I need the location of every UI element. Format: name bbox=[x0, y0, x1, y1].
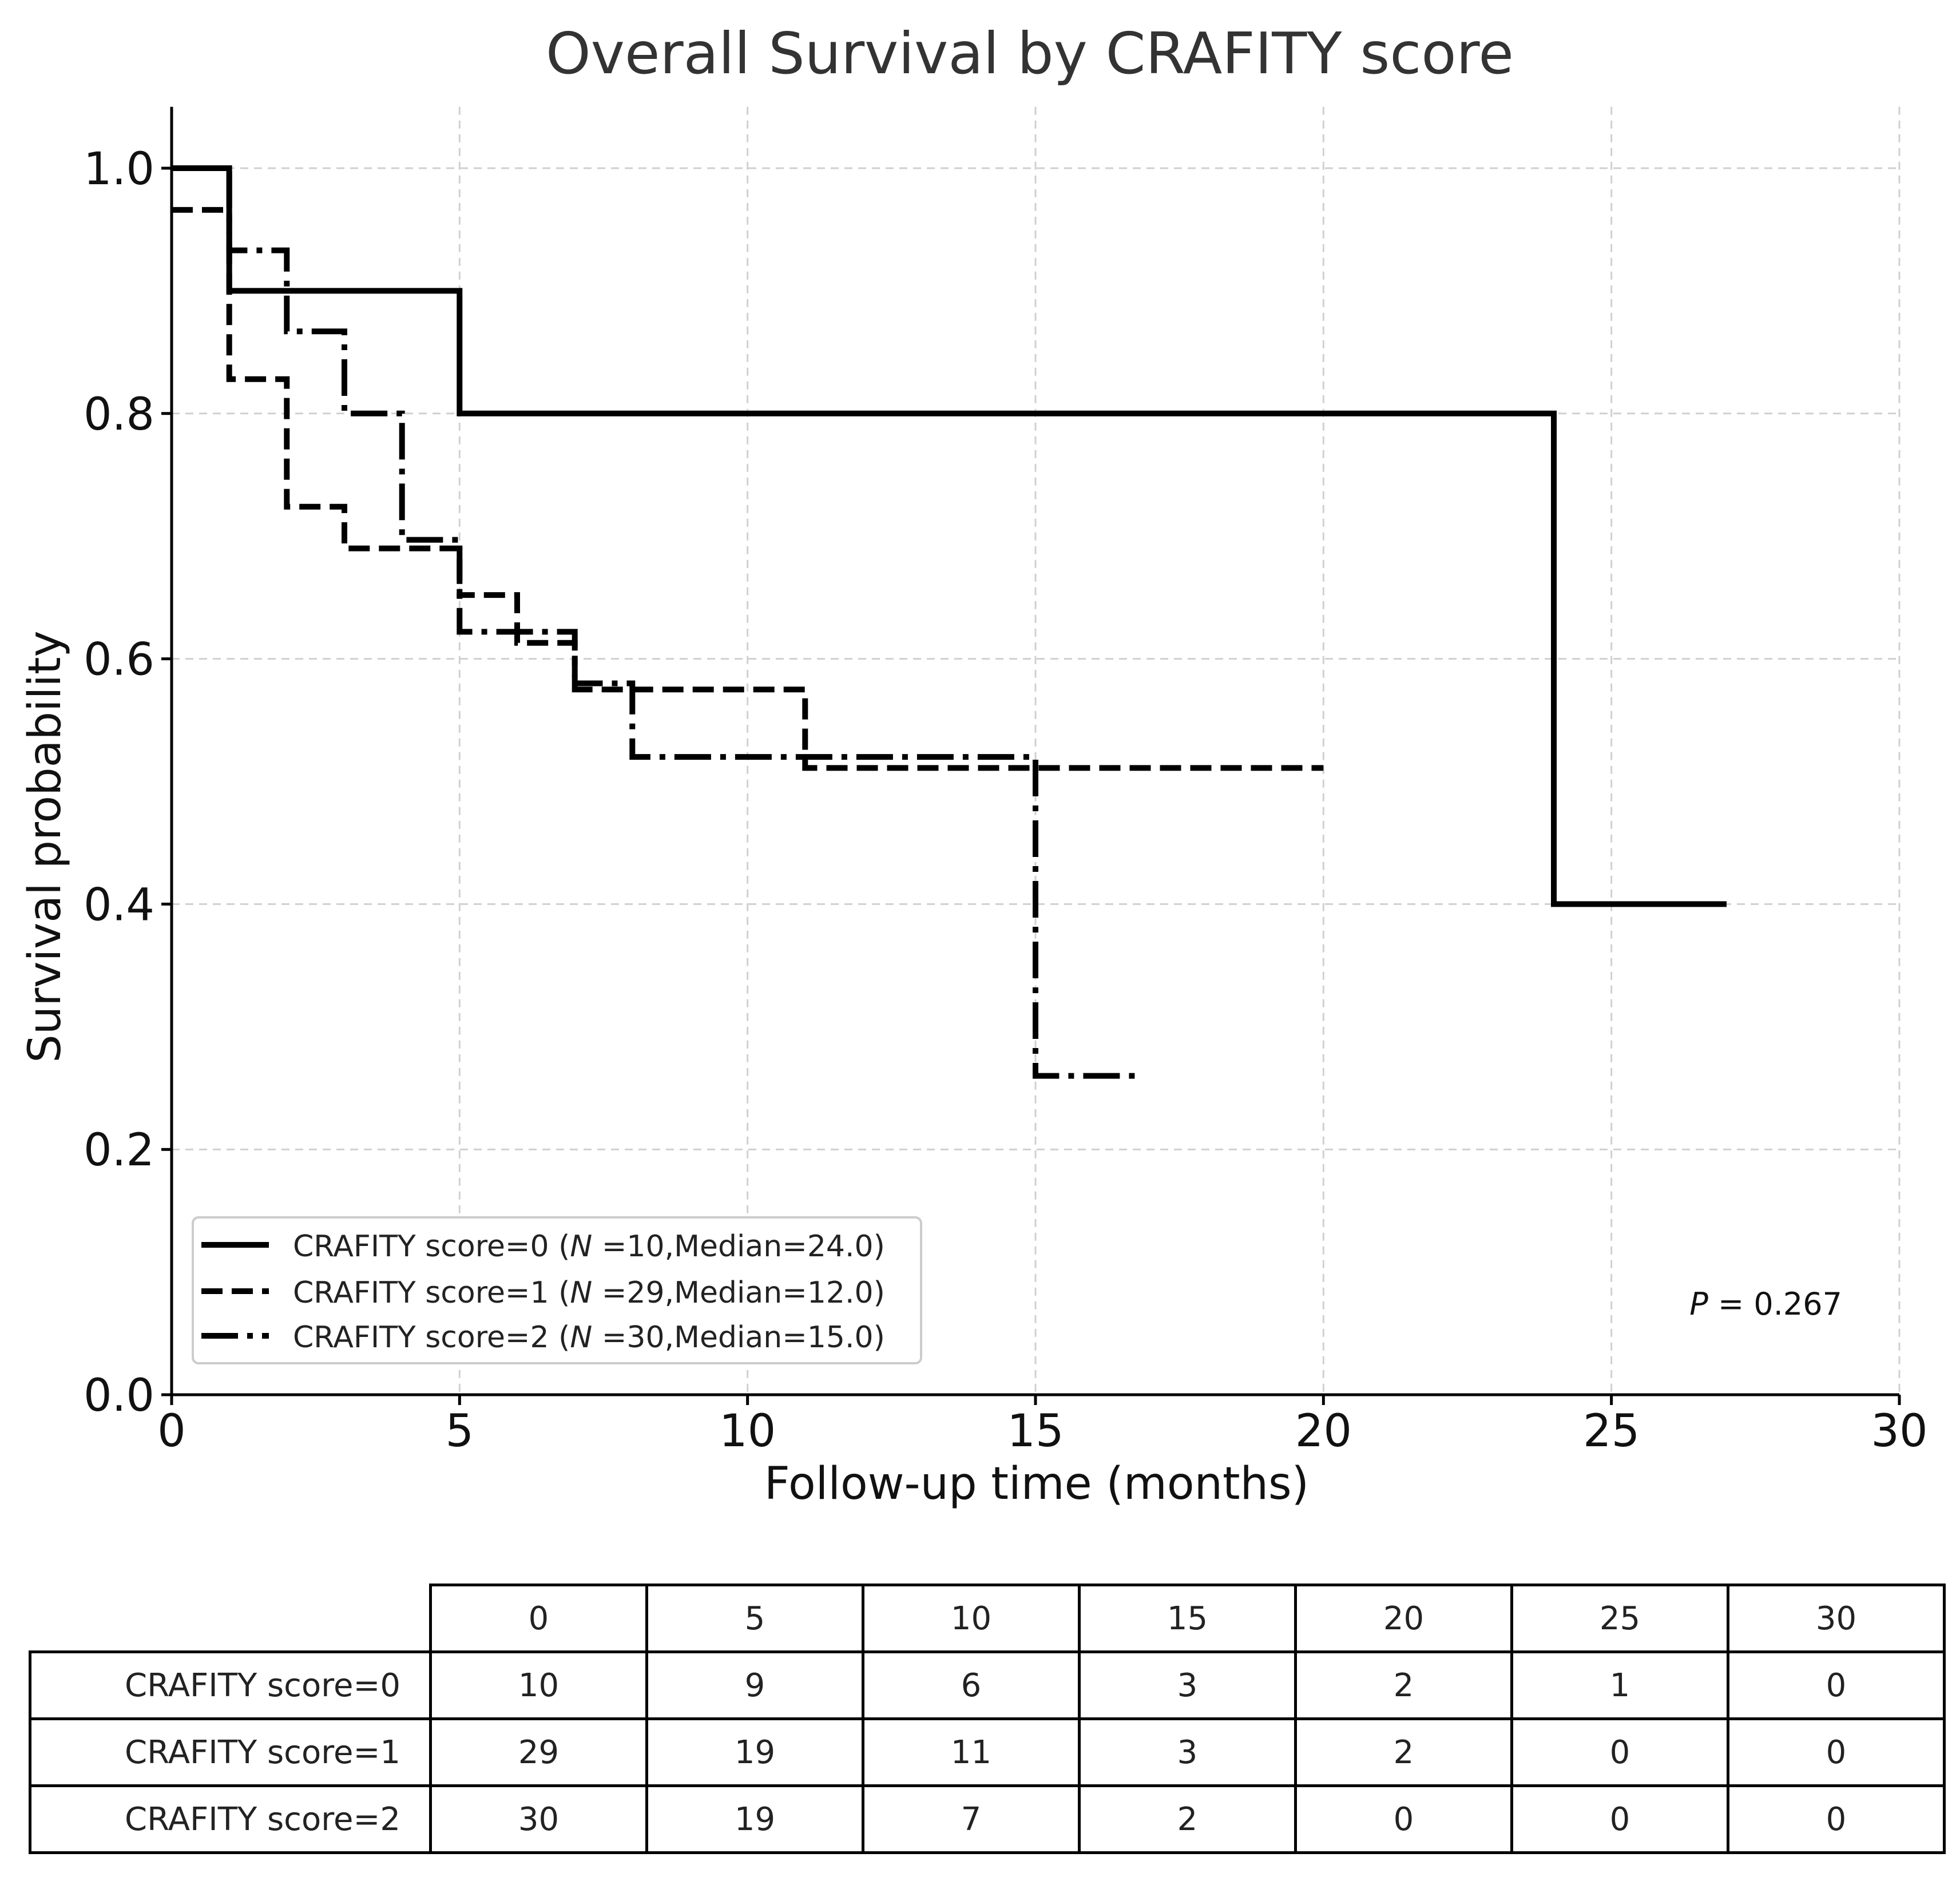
risk-table-cell: 2 bbox=[1078, 1784, 1297, 1854]
number-at-risk-table: 0 5 10 15 20 25 30 CRAFITY score=0 10 9 6 3 2 1 0 CRAFI… bbox=[29, 1584, 1946, 1854]
risk-table-row-label: CRAFITY score=0 bbox=[29, 1650, 432, 1720]
x-tick-label: 25 bbox=[1583, 1406, 1640, 1457]
y-tick-label: 0.0 bbox=[84, 1370, 154, 1422]
risk-table-cell: 3 bbox=[1078, 1650, 1297, 1720]
x-tick-label: 15 bbox=[1007, 1406, 1064, 1457]
x-tick-label: 20 bbox=[1295, 1406, 1352, 1457]
y-tick-label: 0.4 bbox=[84, 879, 154, 931]
survival-curves bbox=[172, 165, 1727, 1079]
risk-table-cell: 6 bbox=[862, 1650, 1081, 1720]
risk-table-container: 0 5 10 15 20 25 30 CRAFITY score=0 10 9 6 3 2 1 0 CRAFI… bbox=[29, 1584, 1946, 1854]
legend-entry-score0: CRAFITY score=0 (N =10,Median=24.0) bbox=[293, 1229, 885, 1264]
risk-table-cell: 3 bbox=[1078, 1717, 1297, 1787]
risk-table-time-header: 25 bbox=[1510, 1584, 1729, 1653]
chart-title: Overall Survival by CRAFITY score bbox=[546, 20, 1514, 87]
risk-table-cell: 29 bbox=[429, 1717, 648, 1787]
x-tick-label: 30 bbox=[1871, 1406, 1927, 1457]
risk-table-cell: 0 bbox=[1510, 1784, 1729, 1854]
risk-table-time-header: 5 bbox=[645, 1584, 864, 1653]
survival-curve-score0 bbox=[172, 165, 1727, 907]
y-tick-label: 1.0 bbox=[84, 144, 154, 195]
risk-table-row-score2: CRAFITY score=2 30 19 7 2 0 0 0 bbox=[29, 1784, 1946, 1854]
risk-table-time-header: 0 bbox=[429, 1584, 648, 1653]
risk-table-cell: 11 bbox=[862, 1717, 1081, 1787]
risk-table-cell: 2 bbox=[1294, 1717, 1513, 1787]
y-tick-label: 0.8 bbox=[84, 389, 154, 441]
risk-table-row-score1: CRAFITY score=1 29 19 11 3 2 0 0 bbox=[29, 1717, 1946, 1787]
risk-table-cell: 9 bbox=[645, 1650, 864, 1720]
y-tick-label: 0.6 bbox=[84, 634, 154, 686]
risk-table-cell: 0 bbox=[1727, 1717, 1946, 1787]
risk-table-corner bbox=[30, 1585, 431, 1652]
risk-table-row-score0: CRAFITY score=0 10 9 6 3 2 1 0 bbox=[29, 1650, 1946, 1720]
risk-table-cell: 0 bbox=[1727, 1650, 1946, 1720]
legend-entry-score1: CRAFITY score=1 (N =29,Median=12.0) bbox=[293, 1276, 885, 1310]
x-axis-label: Follow-up time (months) bbox=[764, 1458, 1309, 1510]
x-tick-label: 5 bbox=[446, 1406, 474, 1457]
risk-table-cell: 19 bbox=[645, 1784, 864, 1854]
legend: CRAFITY score=0 (N =10,Median=24.0) CRAF… bbox=[192, 1216, 922, 1364]
p-value-annotation: P = 0.267 bbox=[1689, 1286, 1842, 1322]
risk-table-cell: 2 bbox=[1294, 1650, 1513, 1720]
x-tick-label: 0 bbox=[157, 1406, 186, 1457]
survival-chart: 0 5 10 15 20 25 30 0.0 0.2 0.4 0.6 0.8 1.0 Overall S… bbox=[19, 20, 1928, 1510]
risk-table-cell: 0 bbox=[1510, 1717, 1729, 1787]
risk-table-time-header: 30 bbox=[1727, 1584, 1946, 1653]
risk-table-time-header: 15 bbox=[1078, 1584, 1297, 1653]
risk-table-row-label: CRAFITY score=2 bbox=[29, 1784, 432, 1854]
y-axis-label: Survival probability bbox=[19, 630, 71, 1062]
risk-table-cell: 7 bbox=[862, 1784, 1081, 1854]
legend-box bbox=[192, 1216, 922, 1364]
risk-table-cell: 10 bbox=[429, 1650, 648, 1720]
risk-table-header-row: 0 5 10 15 20 25 30 bbox=[30, 1584, 1946, 1653]
y-tick-label: 0.2 bbox=[84, 1125, 154, 1176]
risk-table-cell: 0 bbox=[1294, 1784, 1513, 1854]
risk-table-cell: 19 bbox=[645, 1717, 864, 1787]
risk-table-cell: 0 bbox=[1727, 1784, 1946, 1854]
axes: 0 5 10 15 20 25 30 0.0 0.2 0.4 0.6 0.8 1.0 bbox=[84, 106, 1928, 1457]
risk-table-row-label: CRAFITY score=1 bbox=[29, 1717, 432, 1787]
risk-table-time-header: 10 bbox=[862, 1584, 1081, 1653]
legend-entry-score2: CRAFITY score=2 (N =30,Median=15.0) bbox=[293, 1320, 885, 1355]
risk-table-cell: 30 bbox=[429, 1784, 648, 1854]
risk-table-time-header: 20 bbox=[1294, 1584, 1513, 1653]
survival-curve-score2 bbox=[172, 165, 1140, 1079]
risk-table-cell: 1 bbox=[1510, 1650, 1729, 1720]
grid bbox=[172, 106, 1901, 1395]
x-tick-label: 10 bbox=[719, 1406, 776, 1457]
